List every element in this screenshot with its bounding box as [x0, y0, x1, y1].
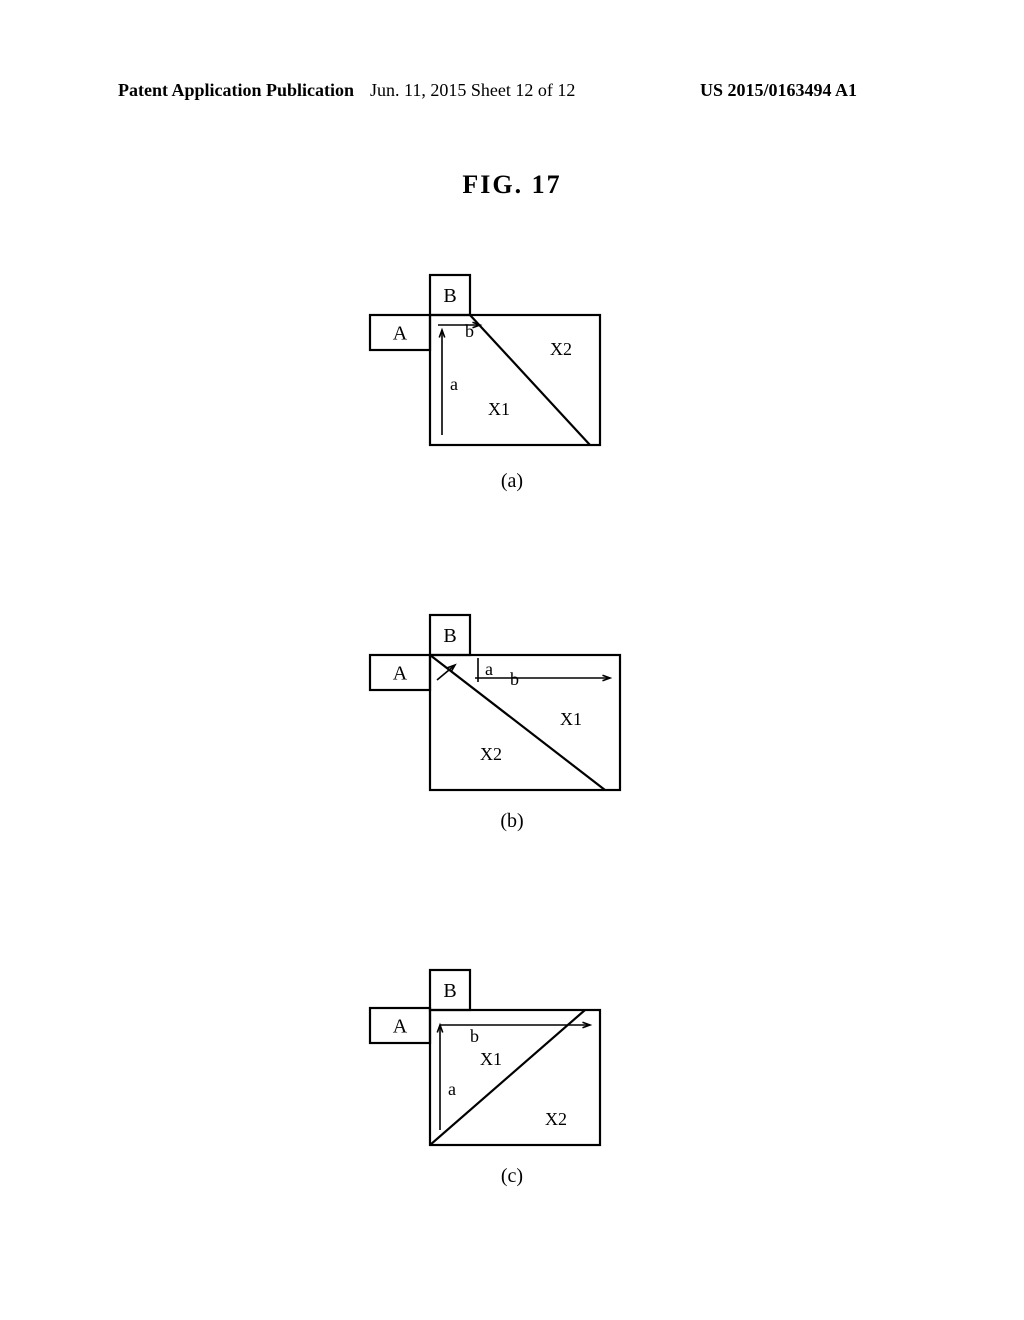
svg-text:a: a	[448, 1079, 456, 1099]
svg-text:X2: X2	[550, 339, 572, 359]
svg-text:a: a	[450, 374, 458, 394]
header-right: US 2015/0163494 A1	[700, 80, 857, 101]
svg-text:B: B	[443, 285, 456, 307]
svg-text:B: B	[443, 980, 456, 1002]
svg-text:a: a	[485, 659, 493, 679]
sub-label: (c)	[0, 1165, 1024, 1188]
svg-text:B: B	[443, 625, 456, 647]
sub-label: (b)	[0, 810, 1024, 833]
svg-text:X1: X1	[480, 1049, 502, 1069]
svg-text:A: A	[393, 323, 408, 345]
header-left: Patent Application Publication	[118, 80, 354, 101]
header-mid: Jun. 11, 2015 Sheet 12 of 12	[370, 80, 575, 101]
svg-text:X1: X1	[560, 709, 582, 729]
svg-text:X1: X1	[488, 399, 510, 419]
sub-label: (a)	[0, 470, 1024, 493]
svg-text:b: b	[470, 1026, 479, 1046]
svg-text:b: b	[510, 669, 519, 689]
svg-text:b: b	[465, 321, 474, 341]
svg-text:A: A	[393, 663, 408, 685]
svg-text:A: A	[393, 1016, 408, 1038]
figure-title: FIG. 17	[0, 170, 1024, 200]
svg-text:X2: X2	[545, 1109, 567, 1129]
svg-text:X2: X2	[480, 744, 502, 764]
